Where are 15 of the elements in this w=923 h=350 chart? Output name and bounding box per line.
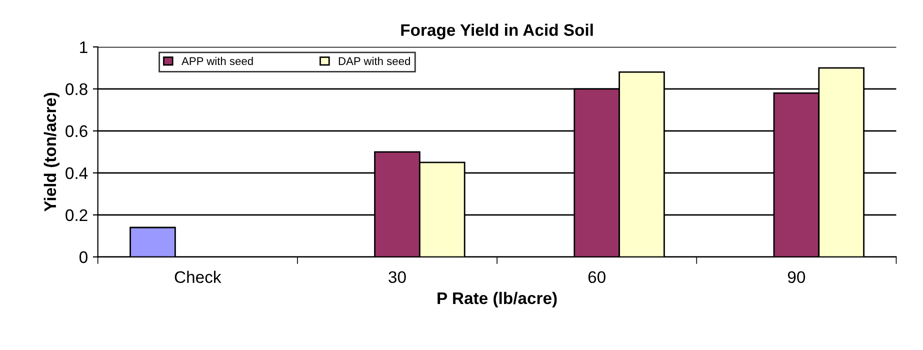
- x-tick-label: 30: [388, 271, 406, 284]
- x-tick-label: 60: [588, 271, 606, 284]
- y-tick-label: 0: [80, 251, 88, 264]
- x-axis-title: P Rate (lb/acre): [438, 292, 557, 308]
- x-tick-label: Check: [174, 270, 222, 284]
- y-tick-label: 0.8: [66, 83, 88, 96]
- chart-title: Forage Yield in Acid Soil: [401, 24, 593, 40]
- y-tick-label: 0.2: [66, 209, 88, 222]
- y-tick-label: 0.4: [66, 167, 88, 180]
- x-tick-label: 90: [788, 271, 806, 284]
- y-tick-label: 0.6: [66, 125, 88, 138]
- y-tick-label: 1: [80, 41, 88, 53]
- legend-label: APP with seed: [182, 56, 253, 66]
- legend-label: DAP with seed: [338, 56, 410, 66]
- y-axis-title: Yield (ton/acre): [44, 92, 60, 212]
